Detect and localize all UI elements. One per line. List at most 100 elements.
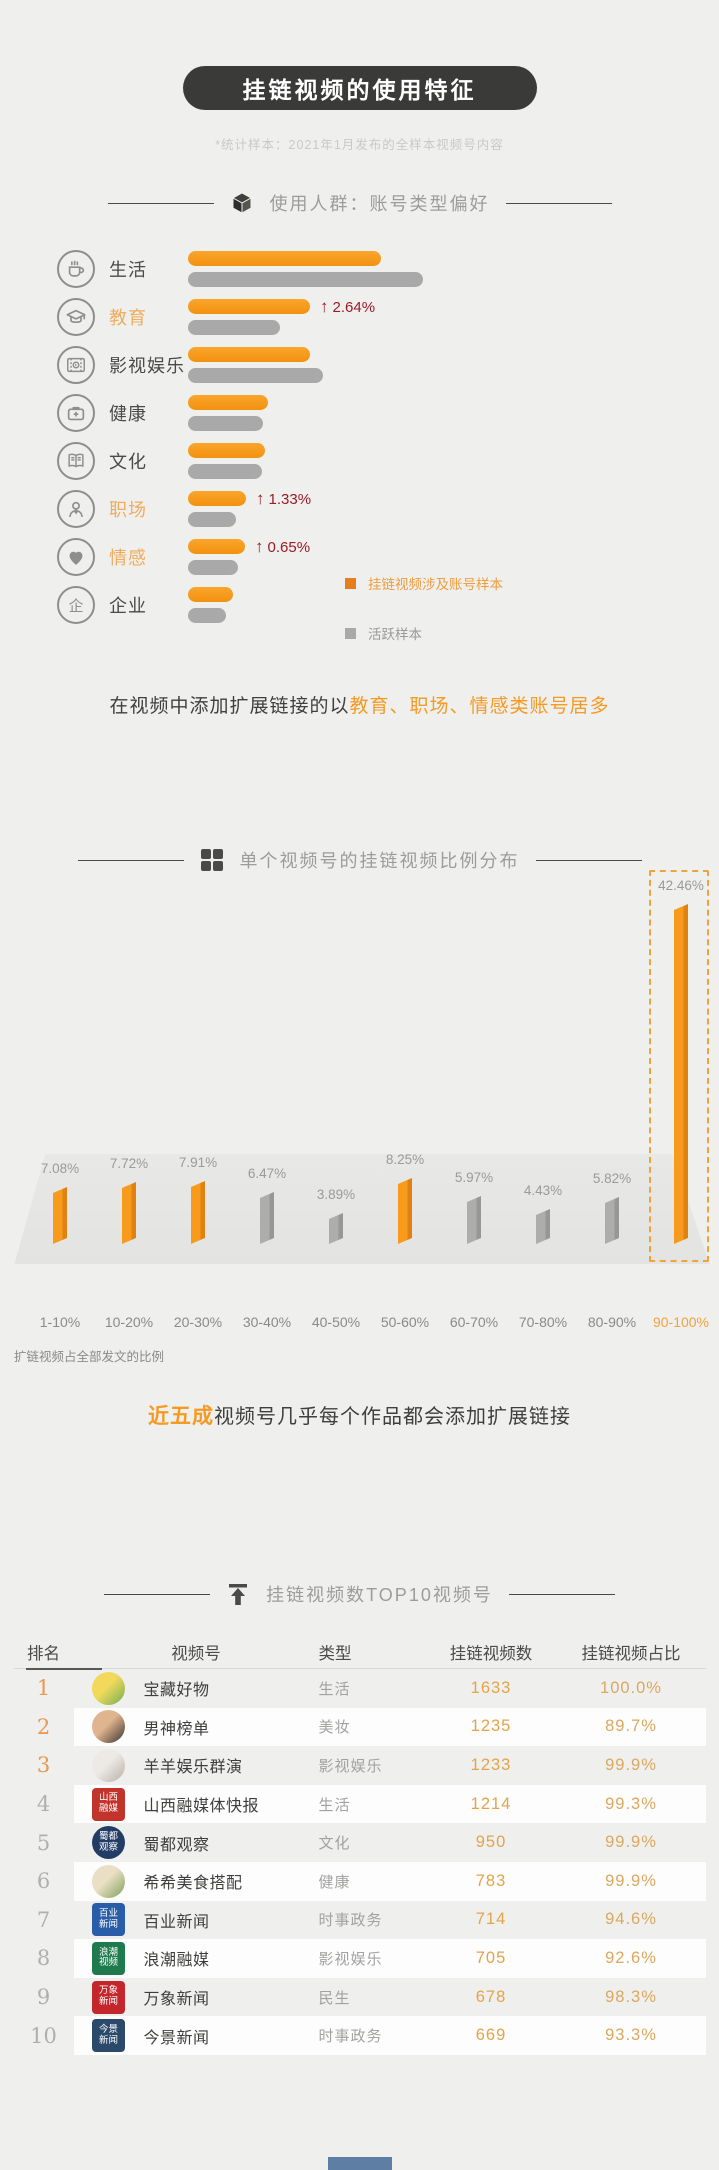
legend-swatch-orange (345, 577, 356, 589)
audience-row-2: 教育 ↑ 2.64% (0, 293, 719, 341)
linked-sample-bar (188, 443, 265, 458)
account-name: 今景新闻 (143, 2029, 210, 2047)
linked-sample-bar (188, 539, 245, 554)
linked-sample-line: ↑ 1.33% (188, 489, 311, 509)
divider (508, 1593, 615, 1595)
dist-bar-80-90% (605, 1197, 619, 1244)
linked-video-percent: 99.9% (605, 1871, 657, 1890)
rank-cell: 6 (36, 1869, 51, 1894)
linked-video-count: 783 (475, 1871, 507, 1890)
account-name: 宝藏好物 (143, 1682, 210, 1700)
dist-bar-value: 7.72% (109, 1156, 149, 1171)
linked-sample-line: ↑ 2.64% (188, 297, 375, 317)
audience-row-6: 职场 ↑ 1.33% (0, 485, 719, 533)
avatar-cell: 万象 新闻 (74, 1980, 144, 2014)
row-band: 今景 新闻 今景新闻 时事政务 669 93.3% (73, 2016, 706, 2055)
account-name: 羊羊娱乐群演 (143, 1759, 243, 1777)
bar-pair (188, 395, 268, 431)
linked-video-count: 705 (475, 1948, 507, 1967)
linked-video-count: 950 (475, 1833, 507, 1852)
cup-icon (57, 250, 95, 288)
col-account: 视频号 (171, 1645, 221, 1663)
row-band: 蜀都 观察 蜀都观察 文化 950 99.9% (74, 1823, 706, 1862)
row-band: 男神榜单 美妆 1235 89.7% (73, 1707, 706, 1747)
active-sample-bar (188, 272, 423, 287)
category-label: 影视娱乐 (109, 356, 185, 376)
account-type: 民生 (318, 1989, 351, 2007)
film-icon (57, 346, 95, 384)
linked-video-percent: 92.6% (605, 1948, 657, 1967)
annotation-value: 1.33% (268, 490, 312, 508)
bar-pair (188, 443, 265, 479)
account-type: 影视娱乐 (318, 1757, 383, 1775)
dist-bar-30-40% (260, 1192, 274, 1244)
account-type: 健康 (318, 1873, 351, 1891)
active-sample-bar (188, 416, 263, 431)
table-row: 4 山西 融媒 山西融媒体快报 生活 1214 99.3% (14, 1784, 706, 1824)
dist-bar-10-20% (122, 1182, 136, 1244)
avatar (92, 1864, 125, 1898)
bar-pair (188, 251, 423, 287)
avatar (92, 1710, 125, 1744)
audience-row-7: 情感 ↑ 0.65% (0, 533, 719, 581)
increase-annotation: ↑ 0.65% (255, 537, 310, 557)
summary-plain-text: 视频号几乎每个作品都会添加扩展链接 (214, 1406, 571, 1428)
legend-label: 挂链视频涉及账号样本 (368, 577, 503, 592)
linked-video-percent: 99.9% (605, 1755, 657, 1774)
audience-bar-chart: 生活 教育 ↑ 2.64% 影视娱乐 健康 文化 职场 ↑ 1.33% 情感 ↑ 0.65% 企企业 挂链… (0, 245, 719, 642)
increase-annotation: ↑ 1.33% (256, 489, 311, 509)
row-band: 羊羊娱乐群演 影视娱乐 1233 99.9% (74, 1746, 706, 1785)
linked-video-percent: 99.3% (605, 1794, 657, 1813)
avatar-cell: 蜀都 观察 (74, 1826, 144, 1860)
section2-summary: 近五成视频号几乎每个作品都会添加扩展链接 (0, 1400, 719, 1430)
x-tick-label: 90-100% (652, 1314, 710, 1330)
linked-sample-bar (188, 299, 310, 314)
linked-sample-line (188, 395, 268, 410)
section1-title: 使用人群：账号类型偏好 (269, 194, 490, 214)
footer-partial-banner (328, 2157, 392, 2170)
active-sample-line (188, 416, 268, 431)
dist-bar-40-50% (329, 1213, 343, 1244)
table-row: 1 宝藏好物 生活 1633 100.0% (14, 1669, 706, 1708)
account-name: 百业新闻 (143, 1913, 210, 1931)
col-type: 类型 (318, 1645, 352, 1663)
bar-pair: ↑ 2.64% (188, 297, 375, 335)
rank-cell: 2 (36, 1714, 51, 1739)
up-arrow-icon: ↑ (255, 536, 264, 556)
dist-bar-60-70% (467, 1196, 481, 1244)
x-tick-label: 20-30% (173, 1314, 223, 1330)
linked-sample-bar (188, 251, 381, 266)
rank-cell: 7 (36, 1907, 51, 1932)
cube-icon (230, 191, 254, 215)
avatar-cell (74, 1710, 144, 1744)
category-label: 职场 (109, 500, 147, 520)
avatar-cell: 浪潮 视频 (74, 1941, 144, 1975)
table-row: 3 羊羊娱乐群演 影视娱乐 1233 99.9% (14, 1746, 706, 1785)
section1-summary: 在视频中添加扩展链接的以教育、职场、情感类账号居多 (0, 691, 719, 718)
row-band: 浪潮 视频 浪潮融媒 影视娱乐 705 92.6% (73, 1939, 706, 1978)
grid-icon (200, 848, 224, 872)
linked-sample-bar (188, 395, 268, 410)
dist-bar-value: 5.82% (592, 1171, 632, 1186)
chart-legend: 挂链视频涉及账号样本 活跃样本 (345, 573, 605, 673)
category-label: 健康 (109, 404, 147, 424)
section1-header: 使用人群：账号类型偏好 (0, 189, 719, 217)
dist-bar-value: 3.89% (316, 1187, 356, 1202)
divider (505, 202, 612, 204)
up-arrow-icon: ↑ (256, 488, 265, 508)
row-band: 万象 新闻 万象新闻 民生 678 98.3% (74, 1978, 706, 2017)
col-count: 挂链视频数 (449, 1645, 533, 1663)
linked-sample-bar (188, 347, 310, 362)
x-tick-label: 70-80% (518, 1314, 568, 1330)
increase-annotation: ↑ 2.64% (320, 297, 375, 317)
table-header-row: 排名 视频号 类型 挂链视频数 挂链视频占比 (13, 1636, 706, 1670)
x-tick-label: 40-50% (311, 1314, 361, 1330)
x-tick-label: 50-60% (380, 1314, 430, 1330)
category-label: 文化 (109, 452, 147, 472)
annotation-value: 0.65% (267, 538, 311, 556)
account-name: 希希美食搭配 (143, 1875, 243, 1893)
account-name: 男神榜单 (143, 1720, 210, 1738)
rank-cell: 1 (36, 1676, 51, 1701)
avatar: 浪潮 视频 (92, 1941, 125, 1975)
dist-bar-20-30% (191, 1181, 205, 1244)
